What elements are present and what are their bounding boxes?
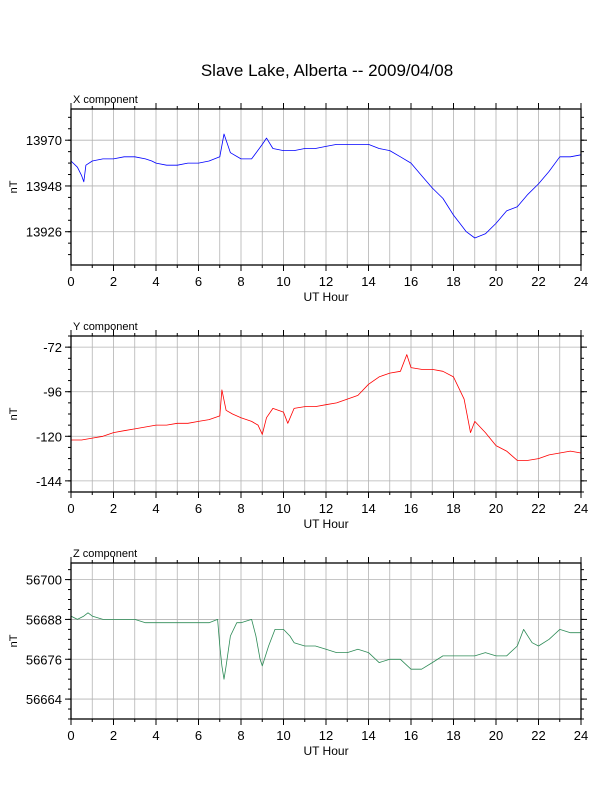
- x-tick-label: 14: [361, 274, 375, 289]
- y-tick-label: 13926: [26, 225, 62, 240]
- x-tick-label: 4: [152, 501, 159, 516]
- y-tick-label: -144: [36, 474, 62, 489]
- y-tick-label: 56664: [26, 692, 62, 707]
- x-tick-label: 6: [195, 274, 202, 289]
- x-tick-label: 14: [361, 501, 375, 516]
- x-tick-label: 14: [361, 728, 375, 743]
- x-tick-label: 0: [67, 501, 74, 516]
- x-tick-label: 6: [195, 728, 202, 743]
- x-tick-label: 10: [276, 274, 290, 289]
- y-axis-label: nT: [8, 634, 20, 647]
- panel-label: X component: [73, 94, 138, 106]
- y-tick-label: 56700: [26, 573, 62, 588]
- x-tick-label: 0: [67, 274, 74, 289]
- y-axis-label: nT: [8, 180, 20, 193]
- x-tick-label: 18: [446, 274, 460, 289]
- x-tick-label: 2: [110, 501, 117, 516]
- y-tick-label: -72: [43, 340, 62, 355]
- x-tick-label: 2: [110, 274, 117, 289]
- y-tick-label: 56688: [26, 612, 62, 627]
- x-tick-label: 8: [237, 274, 244, 289]
- x-tick-label: 18: [446, 728, 460, 743]
- x-tick-label: 10: [276, 728, 290, 743]
- x-axis-label: UT Hour: [303, 290, 348, 304]
- x-tick-label: 22: [531, 728, 545, 743]
- data-series-line: [70, 133, 582, 239]
- y-tick-label: -96: [43, 385, 62, 400]
- x-tick-label: 16: [404, 728, 418, 743]
- data-series-line: [70, 612, 581, 680]
- x-tick-label: 16: [404, 501, 418, 516]
- x-tick-label: 12: [319, 728, 333, 743]
- x-tick-label: 2: [110, 728, 117, 743]
- x-tick-label: 24: [574, 728, 588, 743]
- x-tick-label: 6: [195, 501, 202, 516]
- x-tick-label: 8: [237, 728, 244, 743]
- x-tick-label: 24: [574, 501, 588, 516]
- figure-title: Slave Lake, Alberta -- 2009/04/08: [201, 61, 453, 80]
- y-tick-label: -120: [36, 429, 62, 444]
- y-axis-label: nT: [8, 407, 20, 420]
- x-axis-label: UT Hour: [303, 744, 348, 758]
- x-tick-label: 18: [446, 501, 460, 516]
- x-tick-label: 16: [404, 274, 418, 289]
- panel-label: Z component: [73, 548, 137, 560]
- x-tick-label: 4: [152, 274, 159, 289]
- y-tick-label: 56676: [26, 652, 62, 667]
- x-tick-label: 20: [489, 728, 503, 743]
- panel-label: Y component: [73, 321, 138, 333]
- x-tick-label: 12: [319, 274, 333, 289]
- x-tick-label: 22: [531, 274, 545, 289]
- y-tick-label: 13970: [26, 133, 62, 148]
- x-tick-label: 8: [237, 501, 244, 516]
- x-tick-label: 10: [276, 501, 290, 516]
- y-tick-label: 13948: [26, 179, 62, 194]
- x-tick-label: 22: [531, 501, 545, 516]
- x-tick-label: 24: [574, 274, 588, 289]
- x-tick-label: 12: [319, 501, 333, 516]
- data-series-line: [71, 354, 582, 461]
- x-axis-label: UT Hour: [303, 517, 348, 531]
- x-tick-label: 0: [67, 728, 74, 743]
- x-tick-label: 20: [489, 501, 503, 516]
- x-tick-label: 4: [152, 728, 159, 743]
- x-tick-label: 20: [489, 274, 503, 289]
